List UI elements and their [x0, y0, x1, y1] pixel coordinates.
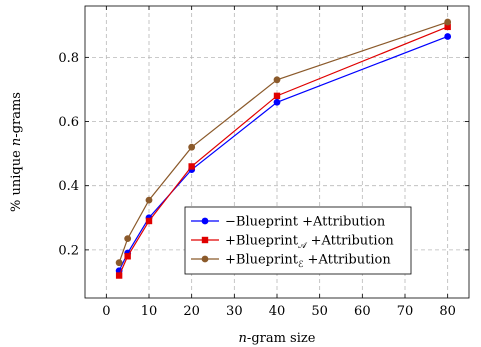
x-tick-label: 70 — [397, 304, 414, 319]
x-tick-label: 20 — [183, 304, 200, 319]
y-tick-label: 0.8 — [58, 51, 79, 66]
x-tick-label: 0 — [102, 304, 110, 319]
x-tick-label: 40 — [269, 304, 286, 319]
legend-entry: +Blueprint𝒜 +Attribution — [191, 234, 394, 252]
data-point — [115, 272, 123, 279]
legend-label: +Blueprintℰ +Attribution — [225, 253, 391, 271]
data-point — [273, 92, 281, 100]
data-point — [124, 235, 132, 243]
data-point — [145, 196, 153, 204]
data-point — [444, 18, 452, 26]
y-axis-label-prefix: % unique — [9, 146, 24, 212]
y-tick-label: 0.4 — [58, 179, 79, 194]
y-axis-label-suffix: -grams — [9, 92, 24, 138]
legend-label: −Blueprint +Attribution — [225, 215, 386, 230]
legend-label: +Blueprint𝒜 +Attribution — [225, 234, 394, 252]
x-tick-label: 50 — [311, 304, 328, 319]
x-axis-label-text: -gram size — [247, 331, 316, 346]
x-tick-label: 30 — [226, 304, 243, 319]
y-axis-label-italic: n — [9, 138, 24, 146]
legend-label-rest: +Attribution — [303, 253, 391, 268]
data-point — [124, 253, 131, 260]
x-axis-label: n-gram size — [239, 331, 316, 346]
legend-label-name: +Blueprint — [225, 253, 299, 268]
y-tick-label: 0.6 — [58, 115, 79, 130]
x-tick-label: 60 — [354, 304, 371, 319]
legend-box — [184, 206, 412, 275]
data-point — [273, 76, 281, 84]
series-layer — [115, 18, 452, 279]
legend-marker — [201, 217, 209, 225]
legend-label-subscript: 𝒜 — [298, 241, 308, 251]
data-point — [115, 259, 123, 267]
data-point — [188, 143, 196, 151]
ticks: 0 10 20 30 40 50 60 70 80 0.2 0.4 0.6 0.8 — [58, 6, 469, 319]
data-point — [444, 23, 451, 31]
data-point — [444, 33, 452, 40]
series-2 — [115, 23, 451, 279]
x-axis-label-italic: n — [239, 331, 247, 346]
data-point — [273, 98, 281, 106]
data-point — [188, 163, 195, 170]
legend-label-rest: +Attribution — [298, 215, 386, 230]
legend-entry: +Blueprintℰ +Attribution — [191, 253, 391, 271]
y-axis-label: % unique n-grams — [9, 92, 24, 212]
legend-label-name: +Blueprint — [225, 234, 299, 249]
x-tick-label: 80 — [439, 304, 456, 319]
legend-marker — [201, 236, 209, 244]
legend-label-subscript: ℰ — [298, 260, 304, 270]
legend-marker — [201, 255, 209, 263]
series-3 — [115, 18, 452, 267]
data-point — [145, 217, 153, 225]
legend: −Blueprint +Attribution+Blueprint𝒜 +Attr… — [184, 206, 412, 275]
legend-label-name: −Blueprint — [225, 215, 299, 230]
y-tick-label: 0.2 — [58, 243, 79, 258]
series-line — [118, 21, 448, 263]
legend-entry: −Blueprint +Attribution — [191, 215, 386, 230]
series-line — [118, 26, 448, 276]
legend-label-rest: +Attribution — [306, 234, 394, 249]
x-tick-label: 10 — [141, 304, 158, 319]
